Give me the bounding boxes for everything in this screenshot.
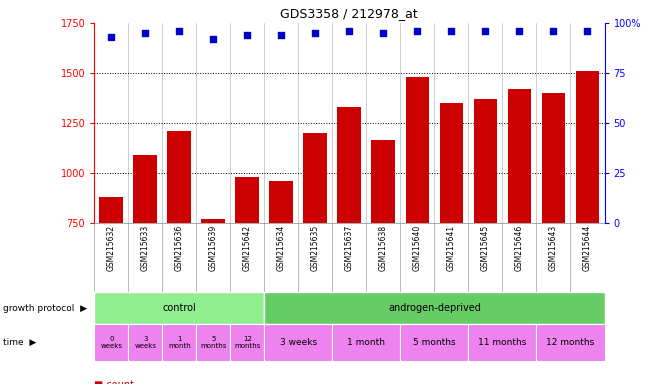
Bar (541, 93, 566, 223)
Point (412, 28, 423, 34)
Text: androgen-deprived: androgen-deprived (388, 303, 481, 313)
Point (480, 28, 491, 34)
Text: growth protocol  ▶: growth protocol ▶ (3, 304, 87, 313)
Point (514, 28, 525, 34)
Point (242, 32, 252, 38)
Text: 0
weeks: 0 weeks (100, 336, 122, 349)
Point (344, 28, 355, 34)
Text: 11 months: 11 months (478, 338, 526, 347)
Bar (162, 324, 196, 361)
Point (548, 28, 558, 34)
Text: GSM215635: GSM215635 (311, 225, 320, 271)
Point (208, 36, 218, 42)
Bar (508, 89, 531, 223)
Text: GSM215632: GSM215632 (107, 225, 116, 271)
Text: 5 months: 5 months (413, 338, 456, 347)
Text: 3
weeks: 3 weeks (135, 336, 156, 349)
Text: ■ count: ■ count (94, 380, 135, 384)
Text: GSM215639: GSM215639 (209, 225, 218, 271)
Bar (536, 324, 604, 361)
Bar (133, 155, 157, 223)
Point (582, 28, 593, 34)
Bar (196, 324, 230, 361)
Text: GSM215644: GSM215644 (583, 225, 592, 271)
Text: 12
months: 12 months (234, 336, 261, 349)
Text: 12 months: 12 months (547, 338, 595, 347)
Text: GSM215633: GSM215633 (141, 225, 150, 271)
Point (310, 30, 320, 36)
Point (378, 30, 389, 36)
Text: GSM215645: GSM215645 (481, 225, 490, 271)
Bar (168, 131, 191, 223)
Text: 3 weeks: 3 weeks (280, 338, 317, 347)
Text: GSM215642: GSM215642 (243, 225, 252, 271)
Bar (270, 181, 293, 223)
Bar (128, 324, 162, 361)
Bar (372, 140, 395, 223)
Bar (400, 324, 469, 361)
Bar (94, 292, 265, 324)
Bar (235, 177, 259, 223)
Text: GSM215637: GSM215637 (345, 225, 354, 271)
Point (276, 32, 287, 38)
Text: GSM215636: GSM215636 (175, 225, 184, 271)
Text: GSM215638: GSM215638 (379, 225, 388, 271)
Point (174, 28, 185, 34)
Bar (469, 324, 536, 361)
Bar (94, 324, 128, 361)
Text: GSM215646: GSM215646 (515, 225, 524, 271)
Point (140, 30, 150, 36)
Bar (474, 99, 497, 223)
Bar (202, 219, 225, 223)
Bar (99, 197, 123, 223)
Point (106, 34, 116, 40)
Text: 5
months: 5 months (200, 336, 226, 349)
Text: time  ▶: time ▶ (3, 338, 36, 347)
Bar (265, 324, 332, 361)
Bar (337, 107, 361, 223)
Bar (230, 324, 265, 361)
Text: control: control (162, 303, 196, 313)
Text: GSM215643: GSM215643 (549, 225, 558, 271)
Bar (406, 77, 429, 223)
Text: GSM215640: GSM215640 (413, 225, 422, 271)
Text: GSM215634: GSM215634 (277, 225, 286, 271)
Title: GDS3358 / 212978_at: GDS3358 / 212978_at (281, 7, 418, 20)
Text: GSM215641: GSM215641 (447, 225, 456, 271)
Text: 1 month: 1 month (347, 338, 385, 347)
Text: 1
month: 1 month (168, 336, 190, 349)
Bar (576, 71, 599, 223)
Bar (332, 324, 400, 361)
Bar (304, 133, 327, 223)
Bar (439, 103, 463, 223)
Point (446, 28, 456, 34)
Bar (265, 292, 604, 324)
